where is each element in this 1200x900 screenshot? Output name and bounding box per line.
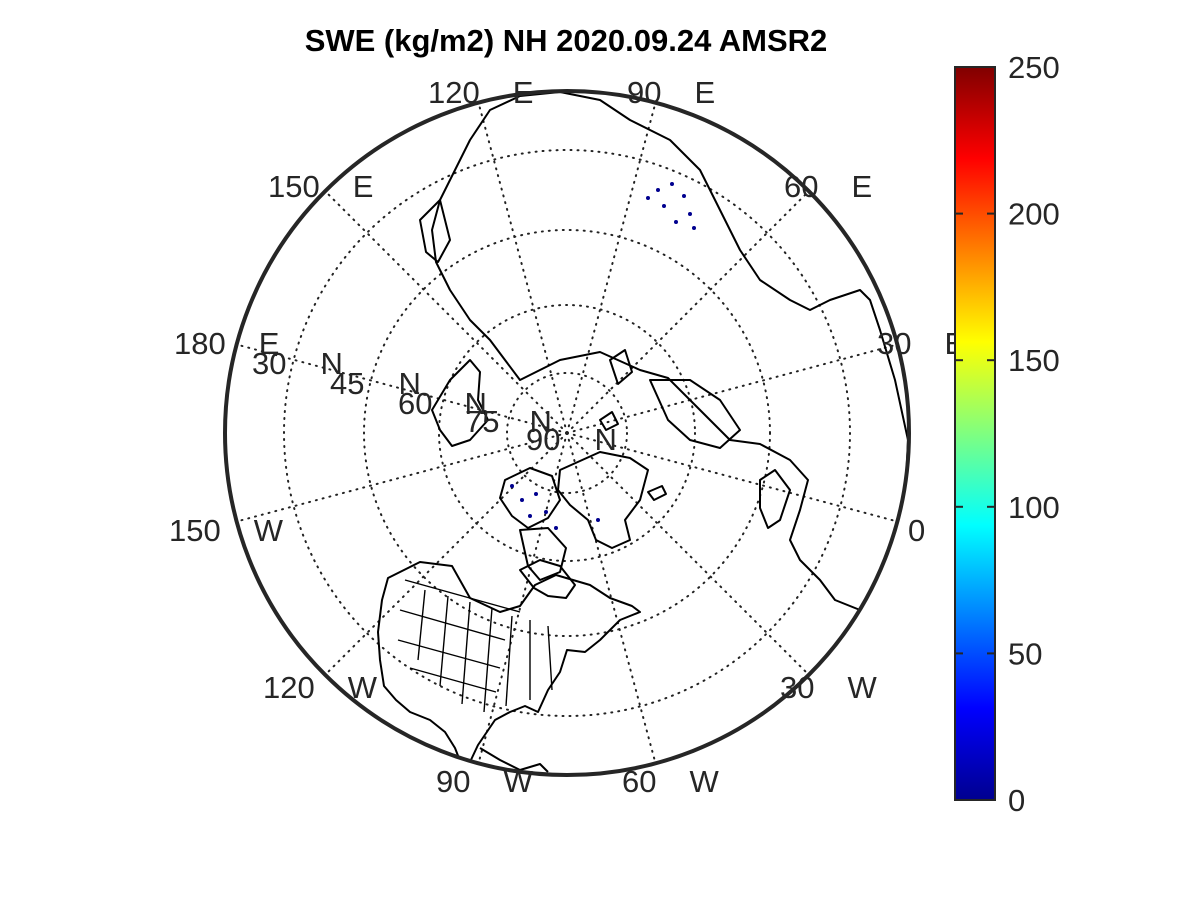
map-frame [223, 89, 911, 777]
coastline-arctic-islands [499, 467, 561, 529]
coastline-baffin [519, 527, 567, 581]
meridian-label-90e: 90 E [627, 75, 715, 110]
colorbar-tick-label: 0 [1008, 783, 1025, 818]
coastline-eurasia [431, 91, 909, 611]
colorbar-tick-label: 250 [1008, 50, 1060, 85]
meridian-label-150e: 150 E [268, 169, 373, 204]
meridian-label-180e: 180 E [174, 326, 279, 361]
coastline-novaya-zemlya [609, 349, 633, 385]
coastline-hudson-bay [519, 559, 576, 599]
meridian-label-0: 0 [908, 513, 925, 548]
parallel-75n [506, 372, 628, 494]
parallel-30n [283, 149, 851, 717]
meridian-line [566, 432, 810, 676]
meridian-line [477, 101, 568, 434]
coastline-kamchatka [419, 199, 451, 263]
colorbar-tick-label: 100 [1008, 490, 1060, 525]
parallel-label-45n: 45 N [330, 366, 421, 401]
meridian-line [566, 432, 899, 523]
colorbar-tick-label: 50 [1008, 636, 1042, 671]
parallel-label-60n: 60 N [398, 386, 487, 421]
parallel-60n [438, 304, 696, 562]
meridian-line [566, 101, 657, 434]
graticule [235, 101, 899, 765]
coastline-scandinavia [649, 379, 741, 449]
meridian-label-30e: 30E [877, 326, 965, 361]
parallel-45n [363, 229, 771, 637]
parallel-label-75n: 75 N [465, 404, 552, 439]
coastline-north-america [377, 561, 641, 767]
meridian-line [235, 432, 568, 523]
colorbar-gradient [954, 66, 996, 801]
map-title: SWE (kg/m2) NH 2020.09.24 AMSR2 [305, 23, 828, 58]
colorbar-ticks: 0 50 100 150 200 250 [955, 50, 1060, 818]
meridian-line [566, 343, 899, 434]
meridian-lines [235, 101, 899, 765]
meridian-label-60e: 60 E [784, 169, 872, 204]
parallel-label-90n: 90 N [526, 422, 617, 457]
meridian-label-60w: 60 W [622, 764, 719, 799]
meridian-line [566, 432, 657, 765]
coastline-alaska [431, 359, 489, 447]
colorbar: 0 50 100 150 200 250 [954, 50, 1060, 818]
coastline-svalbard [599, 411, 619, 431]
parallel-labels: 30 N 45 N 60 N 75 N 90 N [252, 346, 617, 457]
meridian-label-150w: 150 W [169, 513, 284, 548]
coastline-greenland [557, 451, 649, 549]
land-outlines [377, 91, 909, 773]
colorbar-tick-label: 150 [1008, 343, 1060, 378]
meridian-line [324, 190, 568, 434]
colorbar-tick-label: 200 [1008, 197, 1060, 232]
meridian-label-120e: 120 E [428, 75, 533, 110]
meridian-line [235, 343, 568, 434]
coastline-iceland [647, 485, 667, 501]
us-state-borders [397, 579, 553, 713]
meridian-line [477, 432, 568, 765]
meridian-label-90w: 90 W [436, 764, 533, 799]
meridian-line [566, 190, 810, 434]
meridian-label-30w: 30 W [780, 670, 877, 705]
coastline-uk [759, 469, 791, 529]
meridian-line [324, 432, 568, 676]
meridian-label-120w: 120 W [263, 670, 378, 705]
polar-map [223, 89, 911, 777]
parallel-label-30n: 30 N [252, 346, 343, 381]
swe-pixels [510, 182, 696, 530]
